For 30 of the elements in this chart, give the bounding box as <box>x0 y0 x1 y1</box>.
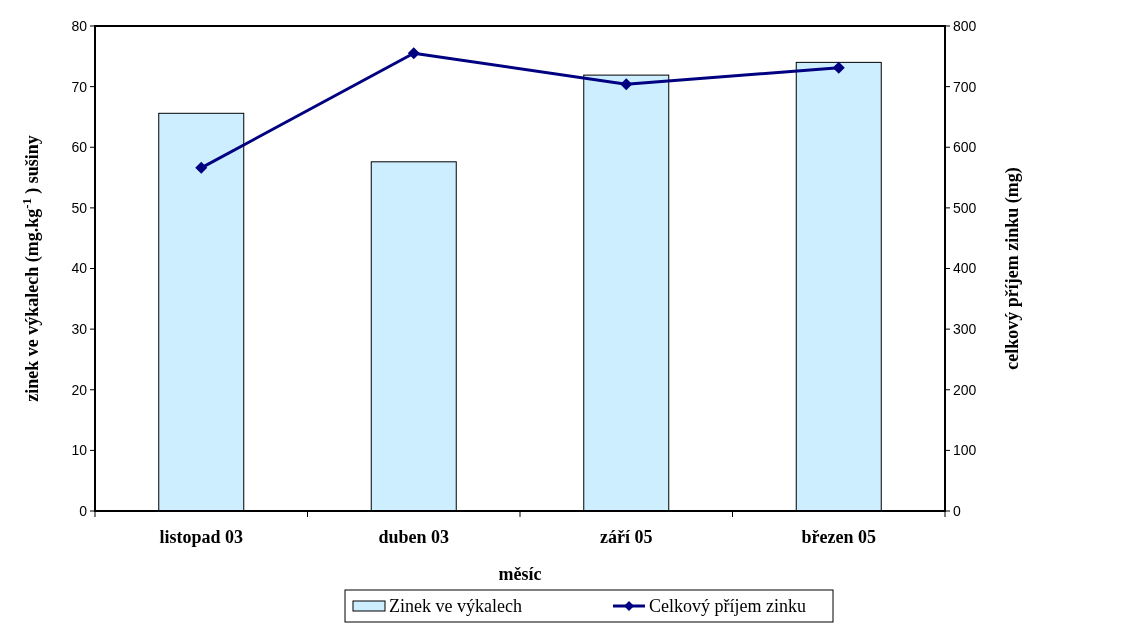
y-tick-label: 0 <box>79 502 88 519</box>
point <box>195 161 208 174</box>
y-tick-label: 70 <box>71 78 88 95</box>
y2-tick-label: 700 <box>953 78 977 95</box>
y2-tick-label: 100 <box>953 442 977 459</box>
legend-label: Celkový příjem zinku <box>649 596 806 616</box>
y-tick-label: 20 <box>71 381 88 398</box>
y2-tick-label: 0 <box>953 502 961 519</box>
y-tick-label: 40 <box>71 260 88 277</box>
y-tick-label: 50 <box>71 199 88 216</box>
x-tick-label: duben 03 <box>378 527 450 547</box>
y-tick-label: 80 <box>71 17 88 34</box>
y2-tick-label: 300 <box>953 321 977 338</box>
legend-label: Zinek ve výkalech <box>389 596 522 616</box>
y2-tick-label: 800 <box>953 17 977 34</box>
x-tick-label: březen 05 <box>801 527 876 547</box>
y2-tick-label: 600 <box>953 139 977 156</box>
x-tick-label: listopad 03 <box>159 527 244 547</box>
y2-tick-label: 200 <box>953 381 977 398</box>
point <box>407 47 420 60</box>
y2-tick-label: 500 <box>953 199 977 216</box>
point <box>832 61 845 74</box>
point <box>620 78 633 91</box>
y2-axis-title: celkový příjem zinku (mg) <box>1002 167 1023 370</box>
y-tick-label: 30 <box>71 321 88 338</box>
x-axis-title: měsíc <box>498 564 542 584</box>
y2-tick-label: 400 <box>953 260 977 277</box>
y-tick-label: 60 <box>71 139 88 156</box>
y-tick-label: 10 <box>71 442 88 459</box>
x-tick-label: září 05 <box>600 527 653 547</box>
